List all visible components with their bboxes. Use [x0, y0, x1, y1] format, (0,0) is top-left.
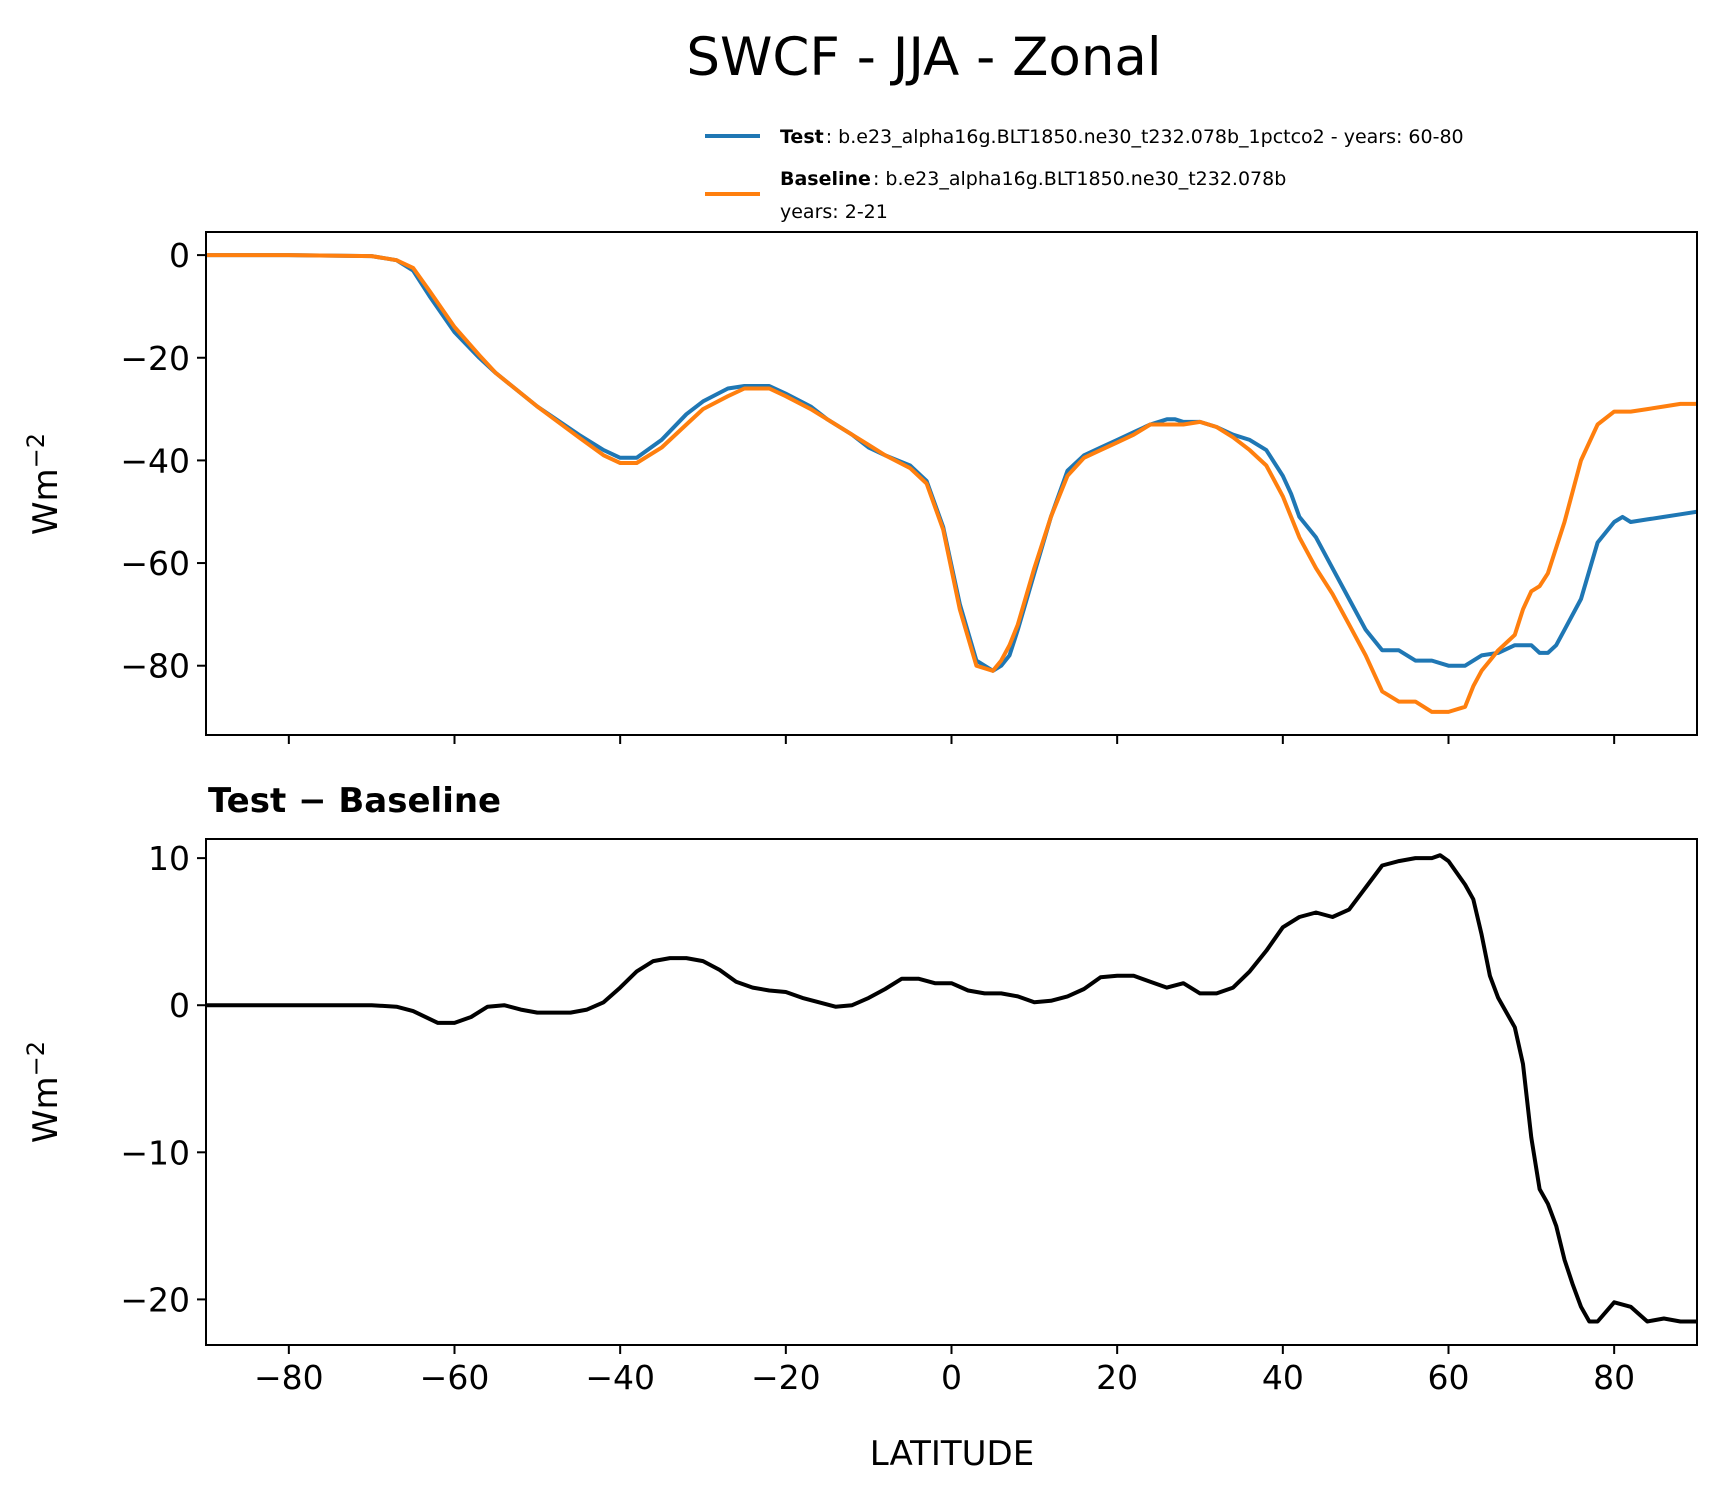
x-tick-label: 60 — [1428, 1358, 1470, 1397]
y-tick-label: −10 — [120, 1133, 190, 1172]
x-tick-label: 0 — [941, 1358, 962, 1397]
difference-series-line — [206, 853, 1697, 1324]
y-tick-label: 0 — [169, 236, 190, 275]
x-tick-label: 80 — [1593, 1358, 1635, 1397]
difference-panel-title: Test − Baseline — [208, 781, 501, 821]
legend-baseline-years: years: 2-21 — [780, 201, 888, 223]
legend-test-text: : b.e23_alpha16g.BLT1850.ne30_t232.078b_… — [826, 126, 1464, 148]
test-series-line — [206, 253, 1697, 673]
legend: Test: b.e23_alpha16g.BLT1850.ne30_t232.0… — [705, 126, 1464, 223]
x-tick-label: −40 — [585, 1358, 655, 1397]
legend-test-name: Test — [780, 126, 824, 148]
x-tick-label: 20 — [1096, 1358, 1138, 1397]
x-axis-label: LATITUDE — [870, 1434, 1034, 1474]
y-tick-label: −40 — [120, 441, 190, 480]
x-tick-label: −20 — [751, 1358, 821, 1397]
legend-baseline-text: : b.e23_alpha16g.BLT1850.ne30_t232.078b — [873, 168, 1286, 190]
legend-baseline-name: Baseline — [780, 168, 871, 190]
bottom-panel: Test − Baseline 10 0 −10 −20 −80 −60 −40 −20 0 2… — [22, 781, 1698, 1474]
figure-title: SWCF - JJA - Zonal — [686, 27, 1161, 88]
y-tick-label: −60 — [120, 544, 190, 583]
x-tick-label: −80 — [254, 1358, 324, 1397]
legend-baseline-label: Baseline: b.e23_alpha16g.BLT1850.ne30_t2… — [780, 168, 1286, 190]
y-tick-label: 10 — [148, 839, 190, 878]
y-tick-label: 0 — [169, 986, 190, 1025]
top-y-axis-label: Wm−2 — [22, 433, 66, 535]
x-tick-label: −60 — [420, 1358, 490, 1397]
y-tick-label: −80 — [120, 647, 190, 686]
top-panel: 0 −20 −40 −60 −80 Wm−2 — [22, 231, 1698, 744]
bottom-plot-frame — [205, 838, 1698, 1346]
y-tick-label: −20 — [120, 1280, 190, 1319]
legend-test-label: Test: b.e23_alpha16g.BLT1850.ne30_t232.0… — [780, 126, 1464, 148]
y-tick-label: −20 — [120, 339, 190, 378]
baseline-series-line — [206, 253, 1697, 714]
bottom-y-axis-label: Wm−2 — [22, 1041, 66, 1143]
x-tick-label: 40 — [1262, 1358, 1304, 1397]
